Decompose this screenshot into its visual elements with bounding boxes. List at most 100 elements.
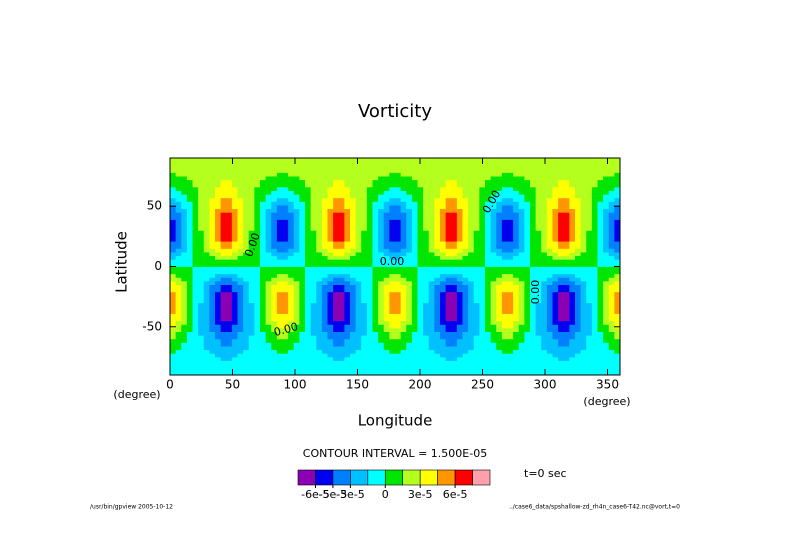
field-cell (428, 201, 435, 206)
field-cell (496, 306, 503, 311)
field-cell (282, 215, 289, 220)
field-cell (586, 237, 593, 242)
field-cell (501, 299, 508, 304)
field-cell (372, 176, 379, 181)
field-cell (575, 270, 582, 275)
field-cell (226, 299, 233, 304)
field-cell (254, 248, 261, 253)
field-cell (546, 212, 553, 217)
field-cell (344, 262, 351, 267)
field-cell (209, 205, 216, 210)
field-cell (608, 280, 615, 285)
field-cell (344, 295, 351, 300)
field-cell (535, 252, 542, 257)
field-cell (552, 197, 559, 202)
field-cell (310, 197, 317, 202)
field-cell (479, 186, 486, 191)
field-cell (406, 371, 413, 376)
field-cell (203, 233, 210, 238)
field-cell (378, 244, 385, 249)
field-cell (198, 190, 205, 195)
field-cell (321, 255, 328, 260)
field-cell (305, 212, 312, 217)
field-cell (366, 349, 373, 354)
field-cell (243, 158, 250, 163)
field-cell (456, 233, 463, 238)
field-cell (254, 237, 261, 242)
field-cell (400, 324, 407, 329)
field-cell (271, 331, 278, 336)
field-cell (220, 299, 227, 304)
field-cell (462, 364, 469, 369)
field-cell (288, 259, 295, 264)
field-cell (479, 244, 486, 249)
field-cell (338, 255, 345, 260)
field-cell (170, 172, 177, 177)
field-cell (490, 309, 497, 314)
field-cell (400, 208, 407, 213)
field-cell (558, 277, 565, 282)
field-cell (580, 190, 587, 195)
field-cell (496, 168, 503, 173)
field-cell (597, 252, 604, 257)
field-cell (378, 371, 385, 376)
field-cell (406, 165, 413, 170)
field-cell (243, 244, 250, 249)
field-cell (417, 259, 424, 264)
field-cell (248, 161, 255, 166)
field-cell (226, 176, 233, 181)
field-cell (243, 295, 250, 300)
field-cell (288, 360, 295, 365)
field-cell (338, 215, 345, 220)
field-cell (440, 317, 447, 322)
field-cell (327, 252, 334, 257)
field-cell (226, 302, 233, 307)
field-cell (558, 364, 565, 369)
field-cell (305, 205, 312, 210)
field-cell (614, 237, 621, 242)
field-cell (524, 266, 531, 271)
field-cell (558, 252, 565, 257)
field-cell (411, 309, 418, 314)
field-cell (299, 259, 306, 264)
field-cell (215, 327, 222, 332)
field-cell (614, 230, 621, 235)
field-cell (231, 317, 238, 322)
field-cell (220, 367, 227, 372)
field-cell (614, 295, 621, 300)
field-cell (338, 299, 345, 304)
field-cell (389, 168, 396, 173)
field-cell (310, 259, 317, 264)
field-cell (524, 309, 531, 314)
field-cell (350, 327, 357, 332)
field-cell (282, 353, 289, 358)
field-cell (608, 270, 615, 275)
field-cell (546, 176, 553, 181)
field-cell (293, 313, 300, 318)
field-cell (597, 291, 604, 296)
field-cell (366, 179, 373, 184)
field-cell (321, 226, 328, 231)
field-cell (209, 331, 216, 336)
field-cell (265, 270, 272, 275)
field-cell (580, 295, 587, 300)
field-cell (417, 277, 424, 282)
field-cell (569, 165, 576, 170)
field-cell (563, 360, 570, 365)
field-cell (260, 353, 267, 358)
field-cell (552, 226, 559, 231)
field-cell (513, 255, 520, 260)
field-cell (310, 367, 317, 372)
field-cell (186, 215, 193, 220)
field-cell (490, 338, 497, 343)
field-cell (186, 353, 193, 358)
field-cell (501, 295, 508, 300)
field-cell (395, 273, 402, 278)
field-cell (440, 259, 447, 264)
field-cell (316, 255, 323, 260)
field-cell (575, 241, 582, 246)
field-cell (231, 244, 238, 249)
field-cell (293, 158, 300, 163)
field-cell (456, 186, 463, 191)
field-cell (389, 317, 396, 322)
